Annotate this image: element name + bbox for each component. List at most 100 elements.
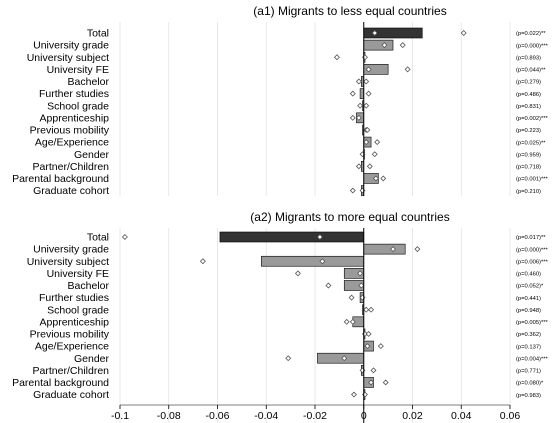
panel2-label-9: Age/Experience [35,341,109,353]
panel1-label-8: Previous mobility [30,125,110,137]
panel1-marker-inner-0 [371,30,378,36]
panel2-label-7: Apprenticeship [40,316,110,328]
panel2-label-1: University grade [33,244,109,256]
panel1-pvalue-10: (p=0.959) [516,152,541,158]
panel1-pvalue-12: (p=0.001)*** [516,177,548,183]
x-tick-label-3: -0.04 [254,410,278,422]
x-tick-label-0: -0.1 [111,410,129,422]
panel1-label-4: Bachelor [68,76,110,88]
panel1-marker-inner-1 [381,42,388,49]
panel1-marker-outer-12 [380,175,387,182]
x-tick-label-2: -0.06 [206,410,230,422]
panel2-marker-inner-6 [363,306,370,313]
panel2-pvalue-10: (p=0.004)*** [516,356,548,362]
panel1-marker-inner-6 [357,102,364,109]
panel2-pvalue-7: (p=0.005)*** [516,320,548,326]
panel1-pvalue-5: (p=0.486) [516,92,541,98]
panel1-label-10: Gender [74,149,110,161]
panel2-label-4: Bachelor [68,280,110,292]
panel2-marker-inner-2 [319,258,326,265]
panel1-label-5: Further studies [39,88,109,100]
panel1-label-12: Parental background [12,173,109,185]
panel2-marker-inner-1 [390,246,396,253]
panel1-label-11: Partner/Children [33,161,110,173]
x-tick-label-6: 0.02 [402,410,423,422]
panel2-pvalue-13: (p=0.983) [516,393,541,399]
panel2-label-8: Previous mobility [30,329,110,341]
panel1-marker-outer-4 [363,78,370,85]
panel2-pvalue-8: (p=0.362) [516,332,541,338]
panel2-pvalue-11: (p=0.771) [516,369,541,375]
panel1-marker-inner-9 [363,139,370,146]
x-tick-label-7: 0.04 [451,410,472,422]
panel1-marker-outer-2 [333,54,340,61]
panel2-pvalue-5: (p=0.441) [516,296,541,302]
panel1-title: (a1) Migrants to less equal countries [253,4,446,18]
x-tick-label-8: 0.06 [500,410,521,422]
x-tick-label-5: 0 [361,410,367,422]
panel1-pvalue-0: (p=0.022)** [516,31,546,37]
panel1-marker-outer-6 [363,102,370,109]
panel2-marker-inner-4 [358,282,365,289]
panel1-pvalue-8: (p=0.223) [516,128,541,134]
panel1-marker-outer-10 [371,151,378,158]
panel2-title: (a2) Migrants to more equal countries [250,210,449,224]
panel1-pvalue-9: (p=0.025)** [516,140,546,146]
panel2-label-5: Further studies [39,292,109,304]
panel1-pvalue-13: (p=0.210) [516,189,541,195]
panel1-label-7: Apprenticeship [40,112,110,124]
panel2-marker-inner-9 [364,343,371,350]
panel2-marker-outer-1 [414,246,421,253]
panel2-label-11: Partner/Children [33,365,110,377]
panel2-label-2: University subject [27,256,109,268]
panel1-pvalue-7: (p=0.002)*** [516,116,548,122]
plot-area: Total (p=0.022)** University grade (p=0.000… [12,22,548,423]
panel2-label-3: University FE [47,268,109,280]
panel1-marker-inner-4 [355,78,362,85]
panel1-marker-outer-5 [365,90,372,97]
panel1-pvalue-3: (p=0.044)** [516,68,546,74]
panel2-marker-outer-12 [382,379,389,386]
panel2-marker-inner-7 [349,318,356,325]
panel2-bar-1 [363,243,406,255]
panel1-pvalue-11: (p=0.718) [516,165,541,171]
panel1-label-6: School grade [47,100,109,112]
panel2-marker-outer-9 [377,343,384,350]
panel2-bar-2 [261,255,365,267]
panel2-marker-outer-8 [365,330,372,337]
panel1-label-9: Age/Experience [35,137,109,149]
panel1-marker-outer-13 [349,187,356,194]
panel2-marker-outer-3 [294,270,301,277]
panel1-marker-inner-5 [349,90,356,97]
panel1-pvalue-1: (p=0.000)*** [516,43,548,49]
panel2-pvalue-9: (p=0.137) [516,344,541,350]
panel2-marker-outer-0 [121,234,128,240]
panel2-marker-outer-5 [348,294,355,301]
panel1-marker-inner-11 [355,163,362,170]
panel2-marker-inner-3 [357,270,364,277]
panel2-marker-outer-7 [343,318,350,325]
panel2-marker-outer-6 [368,306,375,313]
panel2-pvalue-2: (p=0.006)*** [516,259,548,265]
panel1-bar-1 [363,39,394,51]
panel2-pvalue-0: (p=0.017)** [516,235,546,241]
panel1-label-2: University subject [27,52,109,64]
panel2-marker-outer-4 [325,282,332,289]
panel2-marker-outer-13 [351,391,357,398]
panel1-bar-5 [359,88,365,99]
panel1-marker-outer-7 [349,114,356,121]
panel2-label-13: Graduate cohort [33,389,109,401]
panel2-marker-inner-12 [368,379,375,386]
panel2-pvalue-12: (p=0.080)* [516,381,544,387]
panel2-pvalue-6: (p=0.948) [516,308,541,314]
panel1-marker-outer-0 [460,30,467,36]
panel2-marker-outer-10 [285,355,292,362]
panel1-marker-outer-8 [364,126,371,133]
panel1-marker-inner-7 [355,114,362,121]
panel2-marker-inner-10 [341,355,348,362]
x-tick-label-1: -0.08 [157,410,181,422]
panel1-pvalue-4: (p=0.279) [516,80,541,86]
x-tick-label-4: -0.02 [303,410,327,422]
panel2-marker-inner-0 [316,234,323,240]
